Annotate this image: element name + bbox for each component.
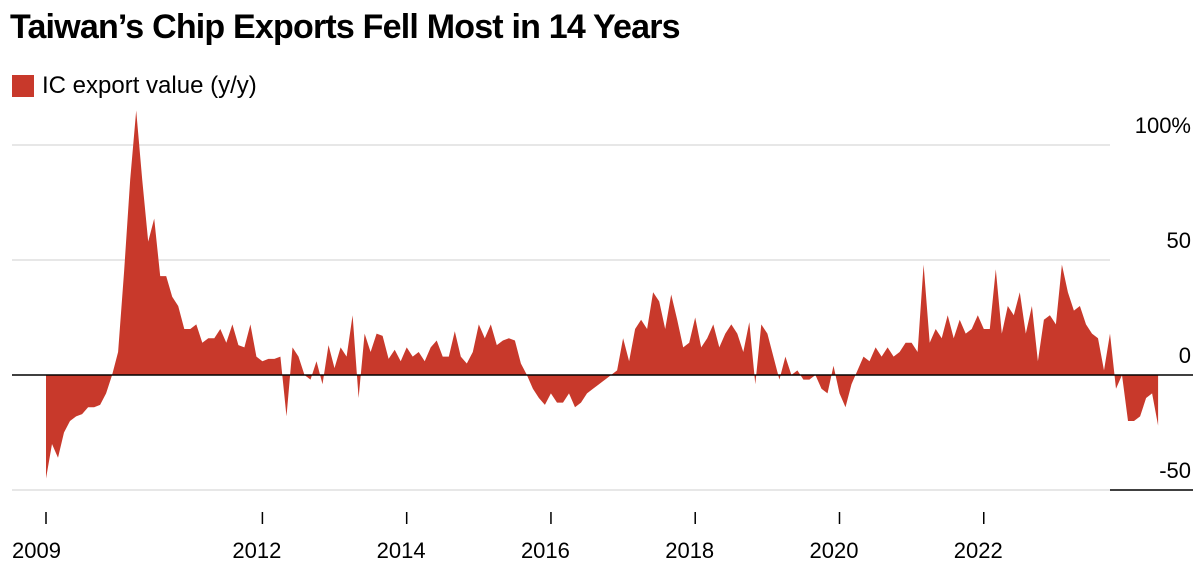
x-tick-label-2014: 2014 <box>377 538 426 563</box>
legend-label: IC export value (y/y) <box>42 72 257 99</box>
x-tick-label-2018: 2018 <box>665 538 714 563</box>
chart-title: Taiwan’s Chip Exports Fell Most in 14 Ye… <box>10 8 681 46</box>
y-tick-label-100: 100% <box>1135 113 1191 138</box>
legend-swatch <box>12 75 34 97</box>
legend: IC export value (y/y) <box>12 72 257 100</box>
x-tick-label-2009: 2009 <box>12 538 61 563</box>
y-tick-label-50: 50 <box>1167 228 1191 253</box>
x-tick-label-2012: 2012 <box>232 538 281 563</box>
gridlines <box>12 144 1110 491</box>
x-tick-label-2022: 2022 <box>954 538 1003 563</box>
x-tick-label-2020: 2020 <box>809 538 858 563</box>
y-tick-label--50: -50 <box>1159 458 1191 483</box>
axes: 100% 50 0 -50 2009 2012 2014 2016 2018 2020 2022 <box>12 113 1193 563</box>
x-tick-label-2016: 2016 <box>521 538 570 563</box>
series-area <box>46 110 1159 479</box>
series-layer <box>46 110 1159 479</box>
y-tick-label-0: 0 <box>1179 343 1191 368</box>
